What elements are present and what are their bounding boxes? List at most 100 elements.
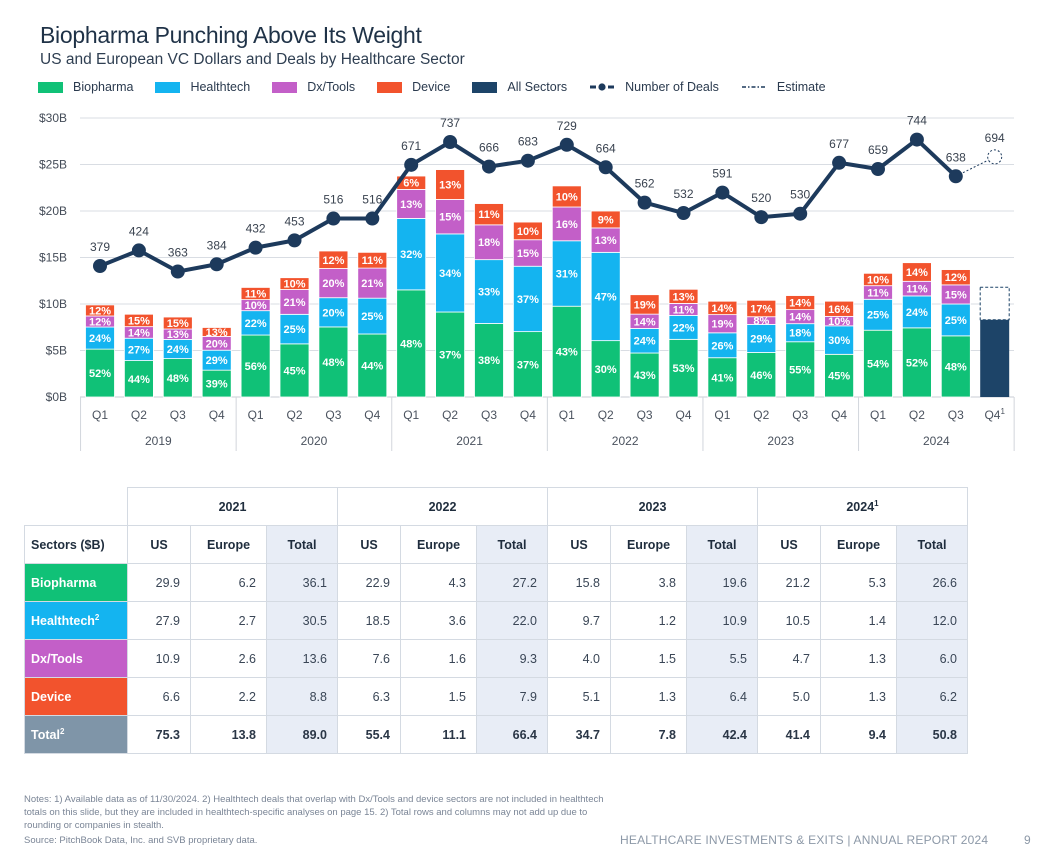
bar-segment-biopharma (396, 289, 427, 398)
table-cell: 4.7 (757, 639, 821, 678)
table-cell: 5.1 (547, 677, 611, 716)
bar-segment-healthtech (474, 259, 504, 324)
bar-data-label: 48% (322, 357, 344, 369)
bar-data-label: 30% (595, 364, 617, 376)
table-cell: 34.7 (547, 715, 611, 754)
deals-point (443, 135, 458, 149)
bar-segment-biopharma (357, 333, 388, 398)
bar-segment-healthtech (629, 328, 660, 354)
x-group-label: 2023 (767, 434, 794, 448)
table-cell: 7.8 (610, 715, 687, 754)
table-cell: 13.8 (190, 715, 267, 754)
bar-data-label: 15% (128, 315, 150, 327)
superscript: 2 (59, 726, 65, 736)
legend-item-estimate: Estimate (741, 80, 826, 94)
bar-segment-dxtools (318, 268, 349, 299)
legend-item-biopharma: Biopharma (38, 80, 133, 94)
bar-data-label: 38% (478, 355, 500, 367)
bar-data-label: 45% (828, 371, 850, 383)
table-cell: 6.6 (127, 677, 191, 716)
table-cell: 21.2 (757, 563, 821, 602)
table-sector-cell: Biopharma (24, 563, 128, 602)
legend-label: Healthtech (190, 80, 251, 94)
table-row: Device 6.6 2.2 8.8 6.3 1.5 7.9 5.1 1.3 6.4 5.0 1.3 6… (24, 677, 968, 716)
deals-point (948, 169, 963, 184)
bar-data-label: 14% (634, 316, 656, 328)
x-tick-label: Q3 (481, 408, 497, 422)
bar-data-label: 11% (362, 255, 384, 267)
x-tick-label: Q2 (286, 408, 302, 422)
bar-segment-device (201, 327, 232, 337)
bar-data-label: 25% (361, 311, 383, 323)
legend-item-healthtech: Healthtech (155, 80, 250, 94)
bar-segment-biopharma (707, 357, 738, 398)
table-cell: 89.0 (266, 715, 338, 754)
x-group-label: 2021 (456, 434, 483, 448)
table-cell: 1.3 (820, 677, 897, 716)
bar-segment-device (318, 250, 349, 269)
bar-segment-device (629, 294, 660, 315)
table-cell: 66.4 (476, 715, 548, 754)
bar-segment-device (240, 287, 271, 301)
bar-data-label: 30% (828, 335, 850, 347)
bar-segment-healthtech (435, 233, 466, 313)
bar-data-label: 47% (595, 291, 617, 303)
x-tick-label: Q1 (92, 408, 108, 422)
deals-point (754, 210, 769, 225)
legend-swatch (38, 81, 63, 93)
bar-data-label: 34% (439, 268, 461, 280)
bar-data-label: 37% (439, 350, 461, 362)
table-cell: 4.0 (547, 639, 611, 678)
bar-data-label: 10% (245, 300, 267, 312)
bar-data-label: 12% (89, 317, 111, 329)
bar-data-label: 48% (400, 338, 422, 350)
y-tick-label: $0B (46, 390, 67, 404)
x-group-label: 2022 (612, 434, 639, 448)
sector-table: 2021 2022 2023 20241 Sectors ($B) US Europe Tot… (24, 487, 968, 754)
table-cell: 1.2 (610, 601, 687, 640)
deals-data-label: 694 (985, 131, 1005, 145)
bar-data-label: 27% (128, 344, 150, 356)
bar-data-label: 18% (789, 328, 811, 340)
table-row: Total2 75.3 13.8 89.0 55.4 11.1 66.4 34.7 7.8 42.… (24, 715, 968, 754)
deals-data-label: 659 (868, 143, 888, 157)
deals-data-label: 453 (284, 214, 304, 228)
table-cell: 22.0 (476, 601, 548, 640)
bar-segment-biopharma (785, 341, 816, 398)
table-corner (24, 487, 128, 526)
deals-data-label: 638 (946, 150, 966, 164)
sector-name: Healthtech (31, 614, 95, 629)
bar-data-label: 24% (89, 333, 111, 345)
table-sector-cell: Total2 (24, 715, 128, 754)
deals-data-label: 532 (673, 187, 693, 201)
notes: Notes: 1) Available data as of 11/30/202… (24, 794, 604, 831)
table-cell: 9.7 (547, 601, 611, 640)
deals-point (871, 162, 885, 177)
bar-segment-biopharma (940, 335, 971, 398)
bar-segment-device (590, 210, 621, 229)
x-tick-label: Q2 (442, 408, 458, 422)
bar-data-label: 14% (906, 267, 928, 279)
sector-name: Biopharma (31, 575, 97, 590)
bar-data-label: 15% (945, 289, 967, 301)
deals-point (365, 211, 380, 226)
bar-data-label: 10% (867, 274, 889, 286)
table-cell: 50.8 (896, 715, 968, 754)
page-subtitle: US and European VC Dollars and Deals by … (40, 51, 465, 68)
chart-legend: Biopharma Healthtech Dx/Tools Device All Sec… (38, 80, 848, 94)
table-cell: 1.5 (610, 639, 687, 678)
table-column-header-europe: Europe (400, 525, 477, 564)
deals-point-estimate (987, 149, 1003, 165)
page-number: 9 (1024, 833, 1031, 847)
bar-segment-dxtools (396, 189, 427, 219)
x-tick-label: Q4 (520, 408, 536, 422)
bar-segment-dxtools (474, 224, 504, 261)
legend-label: Number of Deals (625, 80, 719, 94)
bar-segment-device (435, 169, 466, 200)
bar-data-label: 22% (672, 322, 694, 334)
deals-data-label: 384 (207, 238, 227, 252)
table-sector-cell: Healthtech2 (24, 601, 128, 640)
bar-data-label: 41% (711, 372, 733, 384)
legend-label: Dx/Tools (307, 80, 356, 94)
table-year-header: 2021 (127, 487, 338, 526)
